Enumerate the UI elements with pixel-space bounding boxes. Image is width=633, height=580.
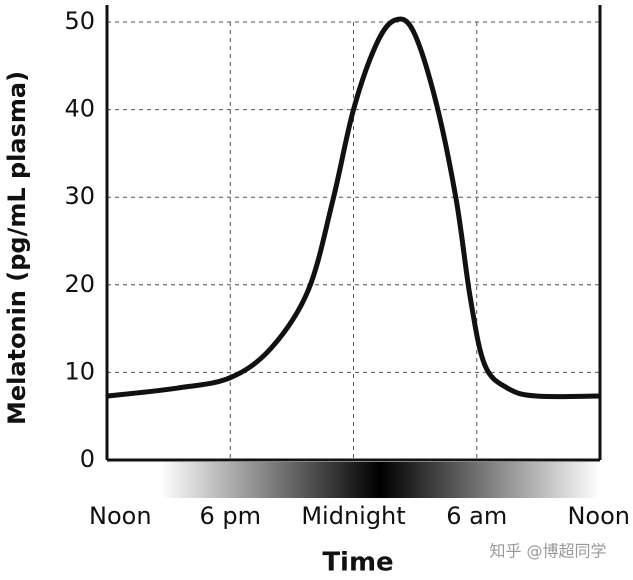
watermark: 知乎 @博超同学 (489, 542, 606, 561)
x-tick-label: Noon (567, 502, 630, 530)
y-tick-label: 40 (64, 95, 95, 123)
y-tick-label: 50 (64, 7, 95, 35)
night-gradient (160, 462, 600, 498)
x-axis-label: Time (322, 548, 393, 578)
line-series (106, 16, 601, 400)
x-tick-label: 6 pm (199, 502, 261, 530)
y-tick-label: 0 (80, 445, 95, 473)
x-tick-label: Noon (89, 502, 152, 530)
y-tick-label: 10 (64, 357, 95, 385)
x-tick-label: Midnight (301, 502, 405, 530)
y-axis-label: Melatonin (pg/mL plasma) (3, 71, 31, 425)
y-tick-label: 30 (64, 182, 95, 210)
y-tick-label: 20 (64, 270, 95, 298)
x-tick-label: 6 am (446, 502, 507, 530)
